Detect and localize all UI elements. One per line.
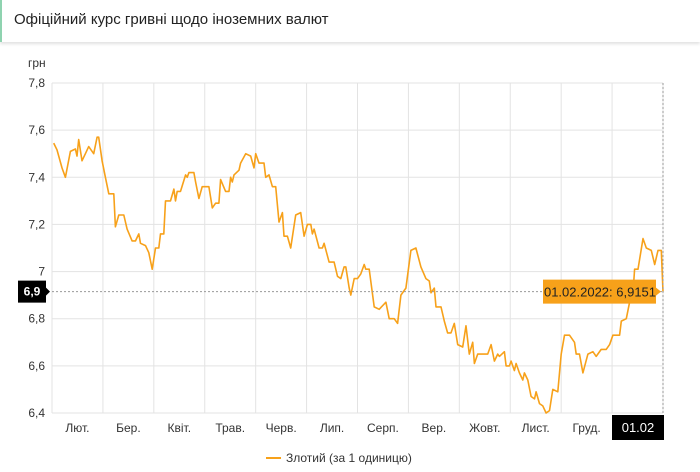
page-title: Офіційний курс гривні щодо іноземних вал… (14, 11, 329, 28)
y-tick-label: 6,6 (28, 359, 45, 373)
x-tick-label: Жовт. (469, 421, 500, 435)
x-tick-label: Лист. (522, 421, 550, 435)
x-tick-label: Вер. (422, 421, 447, 435)
y-tick-label: 7,6 (28, 123, 45, 137)
crosshair-y-value: 6,9 (24, 285, 41, 299)
legend-item-zloty[interactable]: Злотий (за 1 одиницю) (266, 451, 412, 465)
legend-label: Злотий (за 1 одиницю) (286, 451, 412, 465)
tooltip: 01.02.2022: 6,9151 (543, 279, 661, 304)
crosshair-y-label: 6,9 (18, 280, 50, 303)
series-line-zloty (52, 136, 664, 414)
x-tick-label: Лют. (65, 421, 89, 435)
x-tick-label: Трав. (215, 421, 245, 435)
x-tick-label: Квіт. (168, 421, 192, 435)
x-tick-label: Черв. (266, 421, 297, 435)
y-axis: 7,8 7,6 7,4 7,2 7 6,8 6,6 6,4 (28, 76, 45, 420)
y-tick-label: 7,4 (28, 170, 45, 184)
x-tick-label: Бер. (116, 421, 141, 435)
crosshair-x-value: 01.02 (622, 420, 655, 435)
tooltip-text: 01.02.2022: 6,9151 (544, 285, 656, 300)
y-tick-label: 6,8 (28, 312, 45, 326)
y-tick-label: 7,2 (28, 217, 45, 231)
x-axis: Лют. Бер. Квіт. Трав. Черв. Лип. Серп. Вер. Жовт… (65, 421, 600, 435)
grid (51, 82, 664, 414)
y-tick-label: 7 (38, 265, 45, 279)
panel-header: Офіційний курс гривні щодо іноземних вал… (0, 0, 700, 42)
y-tick-label: 7,8 (28, 76, 45, 90)
x-tick-label: Серп. (367, 421, 399, 435)
y-tick-label: 6,4 (28, 406, 45, 420)
x-tick-label: Груд. (572, 421, 600, 435)
x-tick-label: Лип. (320, 421, 344, 435)
crosshair-x-label: 01.02 (612, 415, 664, 440)
y-axis-unit-label: грн (28, 56, 46, 70)
